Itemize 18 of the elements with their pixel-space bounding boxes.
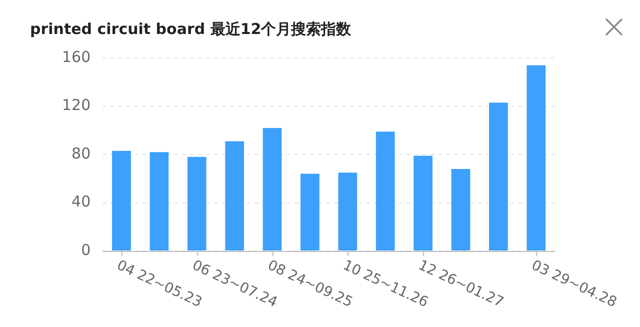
y-tick-label: 160 (62, 48, 91, 66)
bar (338, 172, 358, 250)
y-tick-label: 120 (62, 96, 91, 114)
y-tick-label: 40 (72, 192, 91, 211)
bar (300, 174, 320, 250)
bar (451, 168, 470, 250)
bar (187, 156, 206, 250)
bar (376, 132, 395, 250)
bar (414, 156, 432, 250)
bar (112, 150, 131, 250)
bar (526, 65, 546, 250)
y-tick-label: 80 (72, 144, 91, 162)
y-tick-label: 0 (81, 240, 91, 259)
chart-title: printed circuit board 最近12个月搜索指数 (30, 20, 352, 39)
bar (150, 152, 169, 250)
bar (225, 141, 244, 250)
bar (262, 128, 282, 250)
bar (489, 102, 508, 250)
